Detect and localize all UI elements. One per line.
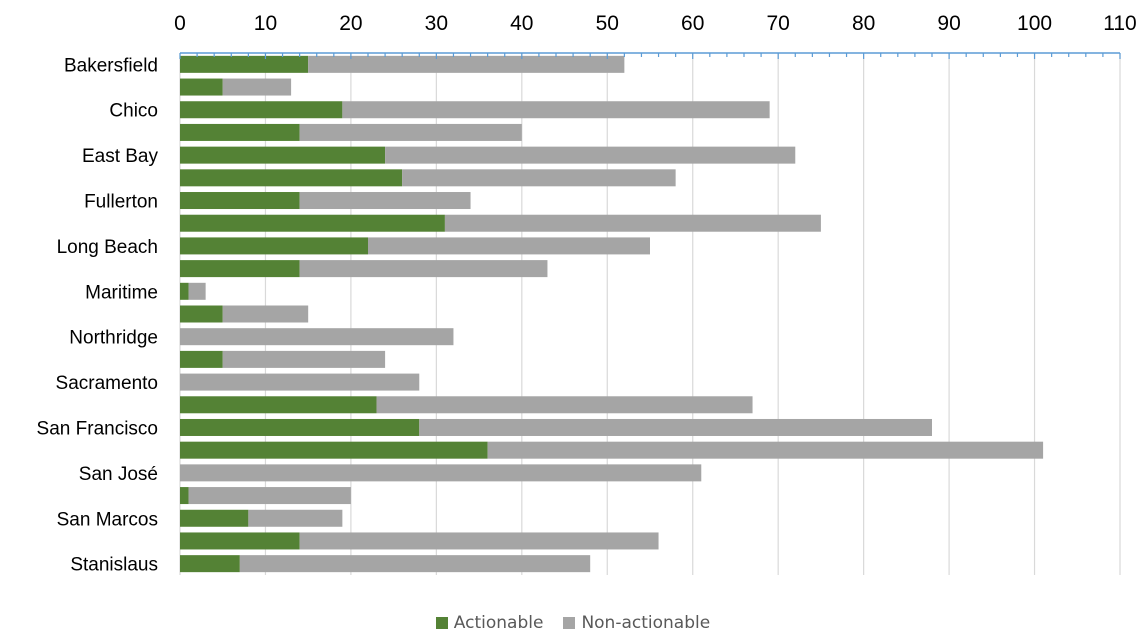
bar-non-actionable xyxy=(444,214,821,232)
y-tick-label: San Marcos xyxy=(57,509,158,530)
bar-non-actionable xyxy=(342,101,770,119)
y-tick-label: Bakersfield xyxy=(64,55,158,76)
bar-actionable xyxy=(180,169,403,187)
x-tick-label: 0 xyxy=(174,12,186,35)
bar-non-actionable xyxy=(368,237,650,255)
legend-item-actionable: Actionable xyxy=(435,613,544,633)
x-tick-label: 10 xyxy=(254,12,277,35)
bar-actionable xyxy=(180,237,368,255)
bar-actionable xyxy=(180,192,300,210)
bar-non-actionable xyxy=(180,373,420,391)
x-tick-label: 70 xyxy=(767,12,790,35)
x-tick-label: 100 xyxy=(1017,12,1052,35)
y-tick-label: Sacramento xyxy=(56,373,158,394)
bar-non-actionable xyxy=(402,169,676,187)
y-tick-label: Long Beach xyxy=(57,237,158,258)
stacked-bar-chart: 0 10 20 30 40 50 60 70 80 90 100 110 Bakersfield Chic… xyxy=(37,12,1137,576)
bar-actionable xyxy=(180,55,309,73)
bar-actionable xyxy=(180,509,249,527)
bar-actionable xyxy=(180,350,223,368)
x-tick-label: 60 xyxy=(681,12,704,35)
bar-non-actionable xyxy=(248,509,343,527)
bar-non-actionable xyxy=(239,555,591,573)
bar-actionable xyxy=(180,101,343,119)
bar-non-actionable xyxy=(188,487,351,505)
legend-swatch-actionable xyxy=(435,617,448,629)
bar-actionable xyxy=(180,487,189,505)
y-tick-label: San Francisco xyxy=(37,418,158,439)
bar-non-actionable xyxy=(222,350,386,368)
x-tick-label: 50 xyxy=(596,12,619,35)
bar-actionable xyxy=(180,305,223,323)
bar-non-actionable xyxy=(308,55,625,73)
bar-non-actionable xyxy=(419,418,933,436)
bar-actionable xyxy=(180,78,223,96)
bar-actionable xyxy=(180,146,386,164)
x-tick-label: 40 xyxy=(510,12,533,35)
legend: Actionable Non-actionable xyxy=(0,612,1146,634)
y-tick-label: Northridge xyxy=(69,328,158,349)
legend-item-non-actionable: Non-actionable xyxy=(563,613,710,633)
bar-non-actionable xyxy=(188,282,206,300)
x-tick-label: 20 xyxy=(339,12,362,35)
bar-non-actionable xyxy=(299,532,659,550)
bar-actionable xyxy=(180,418,420,436)
y-tick-label: East Bay xyxy=(82,146,159,167)
y-tick-label: San José xyxy=(79,464,158,485)
bar-non-actionable xyxy=(180,464,702,482)
bar-non-actionable xyxy=(385,146,796,164)
bar-actionable xyxy=(180,260,300,278)
y-tick-label: Chico xyxy=(109,101,158,122)
bar-actionable xyxy=(180,396,377,414)
bar-non-actionable xyxy=(180,328,454,346)
y-tick-label: Maritime xyxy=(85,282,158,303)
bar-non-actionable xyxy=(222,78,292,96)
bar-non-actionable xyxy=(376,396,753,414)
y-tick-label: Fullerton xyxy=(84,192,158,213)
bar-actionable xyxy=(180,441,488,459)
bar-non-actionable xyxy=(222,305,309,323)
x-tick-label: 30 xyxy=(425,12,448,35)
bar-actionable xyxy=(180,282,189,300)
x-tick-label: 90 xyxy=(937,12,960,35)
legend-label-actionable: Actionable xyxy=(453,613,544,633)
bar-non-actionable xyxy=(299,192,471,210)
y-tick-label: Stanislaus xyxy=(70,555,158,576)
bar-actionable xyxy=(180,214,445,232)
bar-non-actionable xyxy=(299,260,548,278)
bar-actionable xyxy=(180,123,300,141)
bar-actionable xyxy=(180,555,240,573)
bar-actionable xyxy=(180,532,300,550)
legend-label-non-actionable: Non-actionable xyxy=(581,613,711,633)
x-tick-label: 80 xyxy=(852,12,875,35)
bar-non-actionable xyxy=(487,441,1044,459)
x-tick-label: 110 xyxy=(1103,12,1136,35)
bar-non-actionable xyxy=(299,123,522,141)
legend-swatch-non-actionable xyxy=(563,617,576,629)
